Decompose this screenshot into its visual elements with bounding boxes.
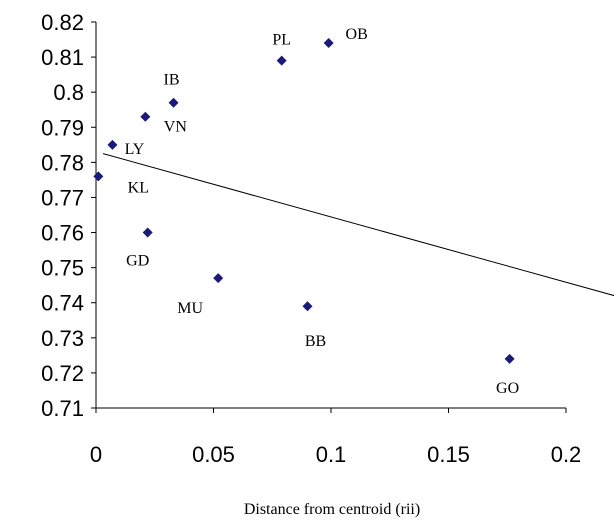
trendline bbox=[102, 153, 614, 297]
point-label: PL bbox=[272, 32, 291, 49]
x-tick-label: 0.05 bbox=[192, 442, 235, 467]
x-tick-label: 0.15 bbox=[427, 442, 470, 467]
point-label: GD bbox=[126, 253, 149, 270]
y-tick-label: 0.74 bbox=[41, 291, 84, 316]
data-point bbox=[302, 301, 313, 312]
point-label: VN bbox=[164, 119, 188, 136]
data-point bbox=[107, 139, 118, 150]
data-point bbox=[142, 227, 153, 238]
data-point bbox=[276, 55, 287, 66]
x-tick-label: 0.2 bbox=[551, 442, 582, 467]
x-tick-label: 0.1 bbox=[316, 442, 347, 467]
y-tick-label: 0.79 bbox=[41, 115, 84, 140]
trendline-group bbox=[102, 153, 614, 297]
data-points bbox=[93, 38, 515, 364]
y-tick-label: 0.82 bbox=[41, 10, 84, 35]
y-tick-label: 0.73 bbox=[41, 326, 84, 351]
point-label: GO bbox=[496, 380, 519, 397]
point-label: KL bbox=[128, 179, 149, 196]
point-label: OB bbox=[346, 26, 368, 43]
axes bbox=[91, 21, 567, 413]
data-point bbox=[504, 353, 515, 364]
y-tick-label: 0.81 bbox=[41, 45, 84, 70]
point-label: LY bbox=[125, 141, 145, 158]
data-point bbox=[140, 111, 151, 122]
y-tick-label: 0.76 bbox=[41, 221, 84, 246]
x-tick-labels: 0 0.05 0.1 0.15 0.2 bbox=[90, 442, 581, 467]
x-axis-title: Distance from centroid (rii) bbox=[244, 501, 420, 518]
y-tick-label: 0.78 bbox=[41, 150, 84, 175]
y-tick-label: 0.72 bbox=[41, 361, 84, 386]
point-label: IB bbox=[164, 72, 180, 89]
y-tick-label: 0.8 bbox=[53, 80, 84, 105]
data-point bbox=[168, 97, 179, 108]
y-tick-labels: 0.82 0.81 0.8 0.79 0.78 0.77 0.76 0.75 0.74 0.73 0… bbox=[41, 10, 84, 421]
point-label: BB bbox=[305, 333, 326, 350]
y-tick-label: 0.71 bbox=[41, 396, 84, 421]
point-label: MU bbox=[177, 300, 203, 317]
data-point bbox=[93, 171, 104, 182]
y-tick-label: 0.77 bbox=[41, 185, 84, 210]
point-labels: PL OB IB VN LY KL GD MU BB GO bbox=[125, 26, 520, 397]
y-tick-label: 0.75 bbox=[41, 256, 84, 281]
x-tick-label: 0 bbox=[90, 442, 102, 467]
data-point bbox=[213, 273, 224, 284]
data-point bbox=[323, 38, 334, 49]
